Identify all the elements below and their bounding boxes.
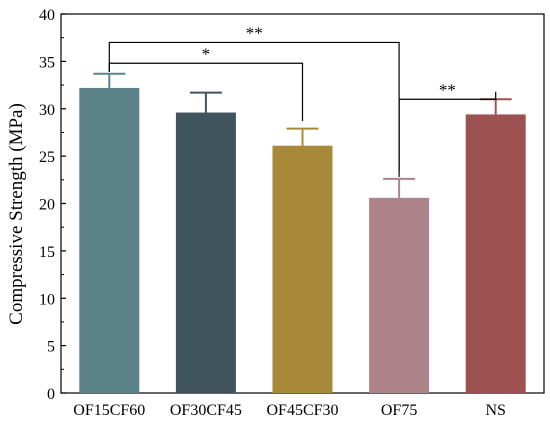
error-bar-of30cf45	[189, 91, 222, 113]
bar-of30cf45	[175, 112, 236, 393]
error-bars	[93, 72, 512, 198]
y-tick-label: 20	[39, 197, 55, 214]
y-tick-label: 30	[39, 102, 55, 119]
significance-line	[108, 41, 400, 172]
x-tick-label-of30cf45: OF30CF45	[170, 402, 242, 419]
error-bar-of75	[383, 177, 416, 198]
significance-line	[398, 91, 497, 177]
y-tick-label: 40	[39, 7, 55, 24]
error-bar-ns	[479, 98, 512, 115]
significance-label: *	[202, 44, 211, 63]
error-bar-of15cf60	[93, 72, 126, 88]
x-tick-label-of75: OF75	[381, 402, 417, 419]
y-tick-label: 0	[47, 386, 55, 403]
y-tick-label: 35	[39, 54, 55, 71]
significance-brackets: *****	[108, 23, 497, 177]
bars	[79, 87, 526, 393]
significance-bracket: **	[398, 80, 497, 177]
error-bar-of45cf30	[286, 127, 319, 146]
axes: 0 5 10 15 20 25 30 35 40 OF15CF60 OF30CF45 OF45CF30…	[39, 7, 506, 419]
significance-bracket: **	[108, 23, 400, 172]
y-tick-label: 5	[47, 339, 55, 356]
bar-of75	[369, 197, 430, 393]
significance-bracket: *	[108, 44, 304, 122]
y-tick-label: 10	[39, 291, 55, 308]
bar-of45cf30	[272, 145, 333, 393]
x-tick-label-of45cf30: OF45CF30	[266, 402, 338, 419]
bar-of15cf60	[79, 87, 140, 393]
x-tick-label-ns: NS	[485, 402, 505, 419]
bar-ns	[465, 114, 526, 393]
y-tick-label: 25	[39, 149, 55, 166]
y-axis-label: Compressive Strength (MPa)	[6, 103, 27, 325]
significance-label: **	[439, 80, 456, 99]
significance-label: **	[246, 23, 263, 42]
significance-line	[108, 62, 304, 122]
x-tick-label-of15cf60: OF15CF60	[73, 402, 145, 419]
y-tick-label: 15	[39, 244, 55, 261]
